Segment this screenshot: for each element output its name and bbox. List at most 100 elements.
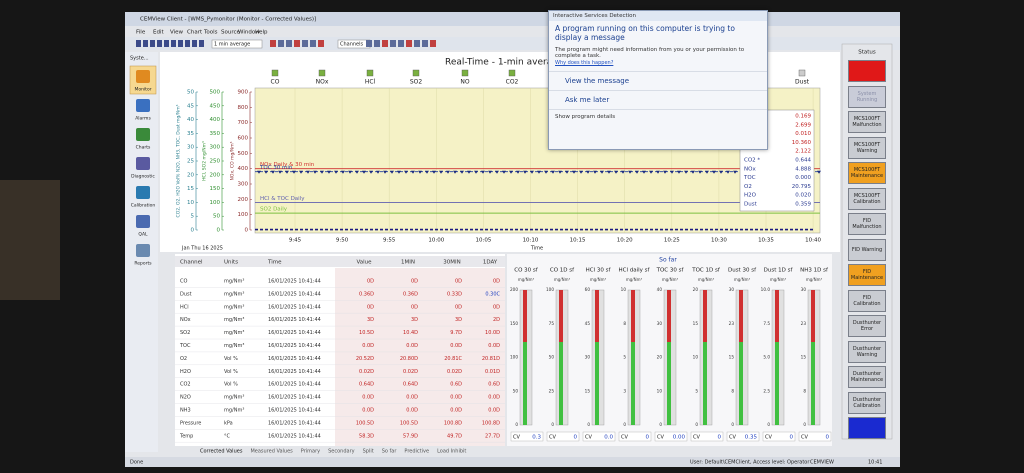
status-button[interactable]: Dusthunter Error	[848, 315, 886, 337]
reading-label: TOC	[743, 175, 756, 181]
menu-item[interactable]: Chart	[187, 30, 203, 36]
sidebar-icon[interactable]	[136, 99, 150, 112]
toolbar-button[interactable]	[143, 40, 148, 47]
sidebar-icon[interactable]	[136, 244, 150, 257]
sidebar-label[interactable]: Diagnostic	[131, 174, 155, 180]
sidebar-icon[interactable]	[136, 70, 150, 83]
menu-item[interactable]: Tools	[203, 30, 218, 36]
legend-label[interactable]: CO2	[506, 79, 519, 86]
menu-item[interactable]: View	[170, 30, 184, 36]
legend-label[interactable]: NOx	[316, 79, 329, 86]
toolbar-button[interactable]	[164, 40, 169, 47]
bottom-tab[interactable]: Split	[363, 449, 374, 455]
toolbar-button[interactable]	[178, 40, 183, 47]
legend-label[interactable]: Dust	[795, 79, 810, 86]
status-button[interactable]	[848, 60, 886, 82]
bottom-tab[interactable]: Load Inhibit	[437, 449, 466, 455]
popup-details[interactable]: Show program details	[549, 109, 767, 124]
status-button[interactable]: System Running	[848, 85, 886, 108]
bottom-tab[interactable]: Secondary	[328, 449, 355, 455]
toolbar-button[interactable]	[422, 40, 428, 47]
sidebar-label[interactable]: Charts	[136, 145, 151, 151]
legend-label[interactable]: HCl	[365, 79, 376, 86]
toolbar-button[interactable]	[318, 40, 324, 47]
status-button[interactable]: FID Warning	[848, 238, 886, 261]
legend-swatch[interactable]	[798, 69, 806, 77]
sidebar-icon[interactable]	[136, 215, 150, 228]
sidebar-icon[interactable]	[136, 128, 150, 141]
status-button[interactable]: MCS100FT Warning	[848, 136, 886, 159]
bottom-tab[interactable]: Corrected Values	[200, 449, 243, 455]
status-button[interactable]: FID Maintenance	[848, 264, 886, 286]
legend-swatch[interactable]	[366, 69, 374, 77]
status-button[interactable]: MCS100FT Calibration	[848, 187, 886, 210]
bottom-tab[interactable]: Measured Values	[250, 449, 293, 455]
toolbar-button[interactable]	[390, 40, 396, 47]
status-button[interactable]: Dusthunter Maintenance	[848, 366, 886, 388]
popup-link[interactable]: Why does this happen?	[555, 60, 614, 67]
toolbar-button[interactable]	[294, 40, 300, 47]
toolbar-button[interactable]	[136, 40, 141, 47]
bottom-tab[interactable]: So far	[382, 449, 398, 455]
legend-label[interactable]: NO	[460, 79, 469, 86]
legend-swatch[interactable]	[412, 69, 420, 77]
toolbar-button[interactable]	[414, 40, 420, 47]
status-button[interactable]: MCS100FT Maintenance	[848, 162, 886, 184]
status-button[interactable]: FID Malfunction	[848, 213, 886, 235]
menu-item[interactable]: Edit	[153, 30, 164, 36]
sidebar-icon[interactable]	[136, 157, 150, 170]
popup-action[interactable]: View the message	[549, 70, 767, 90]
legend-swatch[interactable]	[318, 69, 326, 77]
toolbar-button[interactable]	[199, 40, 204, 47]
legend-swatch[interactable]	[461, 69, 469, 77]
toolbar-button[interactable]	[382, 40, 388, 47]
toolbar-button[interactable]	[171, 40, 176, 47]
table-cell: 10.5D	[359, 330, 374, 336]
bottom-tab[interactable]: Predictive	[404, 449, 429, 455]
sidebar-label[interactable]: Alarms	[135, 116, 151, 122]
toolbar-button[interactable]	[366, 40, 372, 47]
toolbar-button[interactable]	[150, 40, 155, 47]
menu-item[interactable]: Help	[255, 30, 268, 36]
sidebar-label[interactable]: Monitor	[134, 87, 151, 93]
status-button[interactable]: Dusthunter Calibration	[848, 391, 886, 414]
status-button[interactable]: MCS100FT Malfunction	[848, 111, 886, 133]
toolbar-button[interactable]	[374, 40, 380, 47]
toolbar-button[interactable]	[286, 40, 292, 47]
sidebar-icon[interactable]	[136, 186, 150, 199]
limit-marker	[264, 170, 268, 174]
toolbar-button[interactable]	[302, 40, 308, 47]
sidebar-label[interactable]: Reports	[134, 261, 152, 267]
menu-item[interactable]: Source	[221, 30, 241, 36]
channels-select[interactable]: Channels	[340, 42, 364, 48]
sidebar-label[interactable]: QAL	[138, 232, 148, 238]
legend-label[interactable]: CO	[271, 79, 280, 86]
popup: Interactive Services Detection A program…	[548, 10, 768, 150]
toolbar-button[interactable]	[398, 40, 404, 47]
toolbar-button[interactable]	[406, 40, 412, 47]
limit-marker	[362, 170, 366, 174]
legend-label[interactable]: SO2	[410, 79, 423, 86]
table-cell: 0D	[411, 279, 418, 285]
legend-swatch[interactable]	[271, 69, 279, 77]
menu-item[interactable]: File	[136, 30, 146, 36]
status-button[interactable]	[848, 417, 886, 439]
popup-action[interactable]: Ask me later	[549, 89, 767, 109]
toolbar-button[interactable]	[310, 40, 316, 47]
legend-swatch[interactable]	[508, 69, 516, 77]
toolbar-button[interactable]	[157, 40, 162, 47]
menu-item[interactable]: Window	[238, 30, 260, 36]
bottom-tab[interactable]: Primary	[301, 449, 320, 455]
toolbar-button[interactable]	[270, 40, 276, 47]
dropdown[interactable]	[211, 39, 263, 49]
toolbar-button[interactable]	[278, 40, 284, 47]
status-button[interactable]: FID Calibration	[848, 289, 886, 312]
limit-marker	[586, 170, 590, 174]
sidebar-label[interactable]: Calibration	[131, 203, 156, 209]
toolbar-button[interactable]	[185, 40, 190, 47]
toolbar-button[interactable]	[430, 40, 436, 47]
toolbar-button[interactable]	[192, 40, 197, 47]
averaging-select[interactable]: 1 min average	[214, 42, 250, 48]
y-tick-label: 600	[238, 136, 249, 142]
status-button[interactable]: Dusthunter Warning	[848, 340, 886, 363]
